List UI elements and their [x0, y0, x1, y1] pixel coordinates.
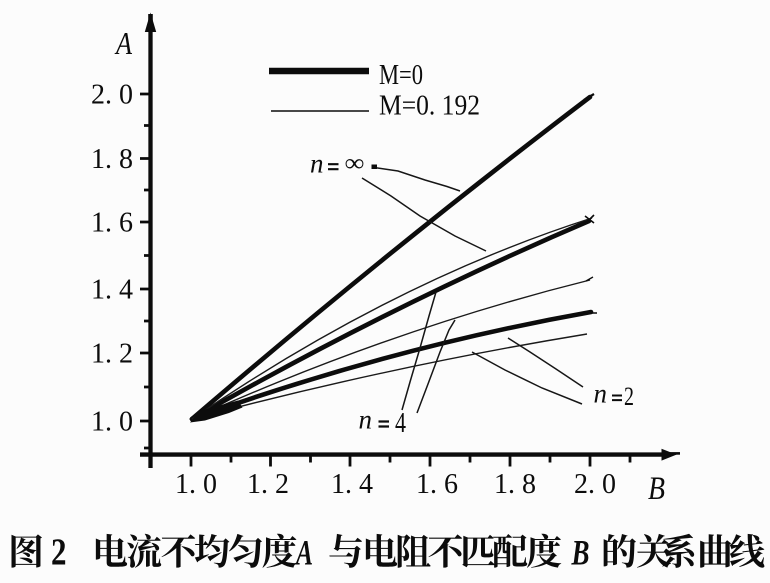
svg-text:1. 2: 1. 2	[91, 339, 133, 370]
svg-text:1. 6: 1. 6	[416, 469, 458, 500]
svg-text:1. 4: 1. 4	[91, 275, 133, 306]
svg-text:n: n	[359, 405, 373, 435]
svg-text:1. 0: 1. 0	[91, 407, 133, 438]
svg-text:B: B	[648, 471, 665, 507]
svg-text:1. 8: 1. 8	[91, 144, 133, 175]
svg-text:4: 4	[395, 408, 406, 439]
svg-text:n: n	[594, 379, 608, 409]
svg-text:1. 6: 1. 6	[91, 208, 133, 239]
svg-text:2: 2	[51, 532, 67, 574]
svg-text:M=0: M=0	[379, 60, 423, 91]
svg-text:1. 2: 1. 2	[247, 469, 289, 500]
svg-text:2: 2	[624, 382, 634, 411]
svg-text:∞: ∞	[345, 150, 365, 177]
svg-text:2. 0: 2. 0	[574, 469, 616, 500]
svg-text:n: n	[310, 149, 324, 179]
svg-text:B: B	[571, 533, 590, 573]
svg-text:2. 0: 2. 0	[91, 79, 133, 110]
svg-text:A: A	[295, 533, 313, 573]
svg-text:1. 8: 1. 8	[494, 469, 536, 500]
svg-text:M=0. 192: M=0. 192	[379, 91, 480, 122]
svg-text:1. 4: 1. 4	[331, 469, 373, 500]
svg-text:A: A	[114, 25, 132, 61]
svg-text:1. 0: 1. 0	[175, 469, 217, 500]
